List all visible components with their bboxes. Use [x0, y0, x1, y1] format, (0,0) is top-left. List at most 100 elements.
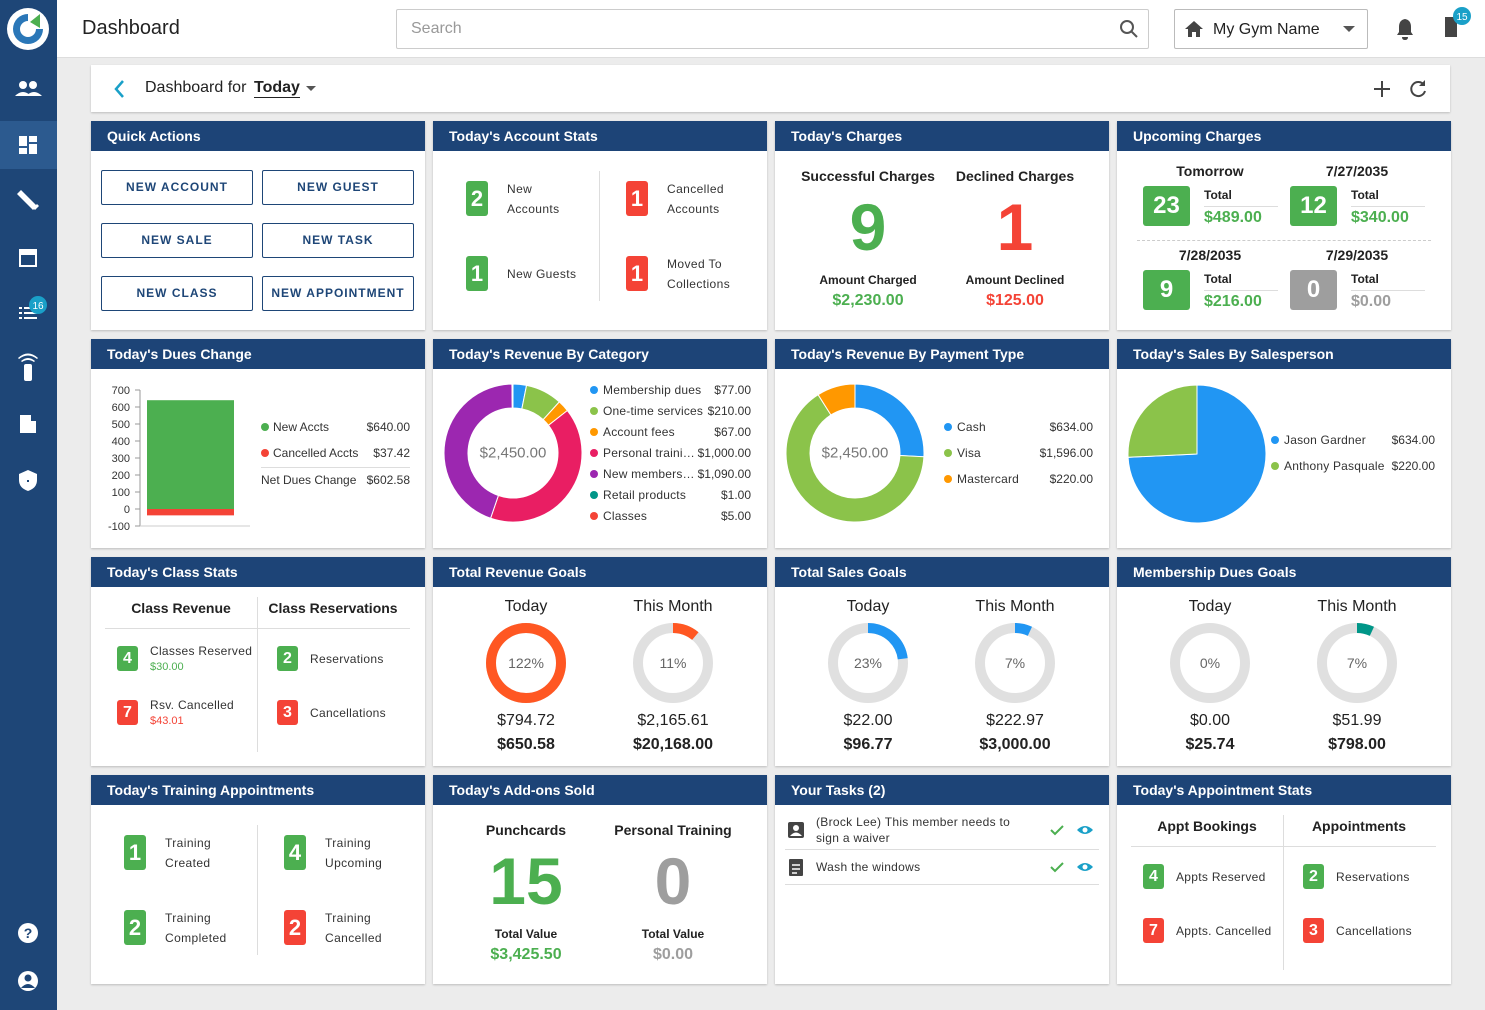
count-badge: 3 — [277, 700, 298, 725]
card: Total Revenue Goals Today 122% $794.72 $650.… — [433, 557, 767, 766]
action-button[interactable]: NEW APPOINTMENT — [262, 276, 414, 311]
notifications-icon[interactable] — [1393, 17, 1417, 41]
search-box[interactable]: Search — [396, 9, 1149, 49]
column-heading: Appt Bookings — [1157, 818, 1257, 834]
alerts-badge: 15 — [1456, 12, 1468, 23]
period-caret[interactable] — [306, 86, 316, 92]
legend-label: Jason Gardner — [1284, 433, 1366, 447]
search-icon — [1120, 20, 1138, 38]
dashboard-icon — [19, 136, 27, 146]
stat-label: Reservations — [310, 651, 384, 666]
column-heading: Class Reservations — [268, 600, 398, 616]
count-badge: 2 — [284, 910, 306, 945]
y-tick-label: -100 — [108, 521, 130, 533]
column-heading: Declined Charges — [955, 168, 1075, 184]
underline — [1204, 290, 1278, 291]
stat-label: Cancelled Accounts — [667, 181, 724, 216]
legend-dot — [944, 423, 952, 431]
back-button[interactable] — [113, 79, 127, 99]
divider — [1283, 815, 1284, 970]
card: Today's Sales By Salesperson Jason Gardne… — [1117, 339, 1451, 548]
add-widget[interactable] — [1373, 80, 1391, 98]
stat-label: Cancellations — [1336, 923, 1412, 938]
action-button[interactable]: NEW TASK — [262, 223, 414, 258]
stat-label: Training Cancelled — [325, 910, 382, 945]
legend-dot — [1271, 462, 1279, 470]
card-title: Your Tasks (2) — [775, 775, 1109, 805]
action-button[interactable]: NEW ACCOUNT — [101, 170, 253, 205]
stat-label: Moved To Collections — [667, 256, 731, 291]
legend-value: $5.00 — [720, 509, 751, 523]
legend-label: Cancelled Accts — [273, 446, 359, 460]
logo-mark — [30, 14, 40, 28]
divider — [599, 171, 600, 301]
legend-label: Visa — [957, 446, 981, 460]
legend-value: $1,000.00 — [697, 446, 751, 460]
gauge-percent: 23% — [853, 655, 883, 671]
toolbar: Dashboard for Today — [91, 65, 1450, 112]
stat-label: Cancellations — [310, 705, 386, 720]
legend-value: $634.00 — [1391, 433, 1435, 447]
count-badge: 3 — [1303, 918, 1324, 943]
goal-heading: Today — [504, 598, 548, 615]
calendar-icon — [19, 249, 37, 267]
help-icon — [18, 923, 38, 943]
card-title: Today's Training Appointments — [91, 775, 425, 805]
card-title: Total Sales Goals — [775, 557, 1109, 587]
gauge-percent: 0% — [1199, 655, 1221, 671]
total-value: $0.00 — [652, 946, 694, 963]
card-title: Today's Sales By Salesperson — [1117, 339, 1451, 369]
goal-value: $222.97 — [986, 712, 1044, 729]
legend-label: Classes — [603, 509, 648, 523]
goal-heading: This Month — [1317, 598, 1397, 615]
complete-task[interactable] — [1050, 862, 1064, 873]
goal-target: $798.00 — [1328, 736, 1386, 753]
goal-target: $3,000.00 — [979, 736, 1051, 753]
gauge-arc — [975, 623, 1055, 703]
count-badge: 4 — [284, 835, 306, 870]
dashboard-icon — [29, 144, 37, 154]
divider — [785, 884, 1099, 885]
accounts-icon — [19, 81, 27, 89]
stat-label: New Guests — [507, 266, 577, 281]
toolbar-label: Dashboard for — [145, 79, 247, 96]
count-badge: 2 — [466, 181, 488, 216]
underline — [1204, 206, 1278, 207]
card-body: Today 122% $794.72 $650.58 This Month 11% $2,1… — [433, 587, 767, 766]
gym-select[interactable]: My Gym Name — [1174, 9, 1368, 49]
door-icon[interactable]: 15 — [1441, 5, 1481, 45]
card-title: Membership Dues Goals — [1117, 557, 1451, 587]
action-button[interactable]: NEW GUEST — [262, 170, 414, 205]
total-value: $2,230.00 — [832, 292, 904, 309]
action-button[interactable]: NEW CLASS — [101, 276, 253, 311]
action-button[interactable]: NEW SALE — [101, 223, 253, 258]
chart-canvas — [788, 822, 1093, 876]
total-label: Total Value — [641, 927, 705, 941]
legend-value: $634.00 — [1049, 420, 1093, 434]
divider — [261, 467, 410, 468]
accounts-icon — [29, 81, 37, 89]
center-total: $2,450.00 — [821, 444, 889, 462]
charge-date: 7/28/2035 — [1178, 247, 1242, 263]
total-label: Total — [1204, 272, 1232, 286]
list-icon — [19, 317, 22, 319]
legend-dot — [261, 449, 269, 457]
count-badge: 1 — [466, 256, 488, 291]
card-body: 2 New Accounts 1 Cancelled Accounts 1 New Gue… — [433, 151, 767, 330]
active-item — [0, 121, 57, 169]
slice — [785, 394, 925, 523]
goal-heading: Today — [1188, 598, 1232, 615]
refresh[interactable] — [1408, 79, 1428, 99]
complete-task[interactable] — [1050, 825, 1064, 836]
legend-dot — [944, 475, 952, 483]
count-badge: 2 — [124, 910, 146, 945]
legend-dot — [590, 470, 598, 478]
period-select[interactable]: Today — [254, 79, 300, 98]
net-label: Net Dues Change — [261, 473, 357, 487]
goal-heading: This Month — [975, 598, 1055, 615]
goal-value: $0.00 — [1189, 712, 1231, 729]
task-icon — [790, 832, 802, 836]
y-tick-label: 700 — [112, 385, 130, 397]
card-body: 1 Training Created 4 Training Upcoming 2 Trai… — [91, 805, 425, 984]
legend-label: New members… — [603, 467, 695, 481]
